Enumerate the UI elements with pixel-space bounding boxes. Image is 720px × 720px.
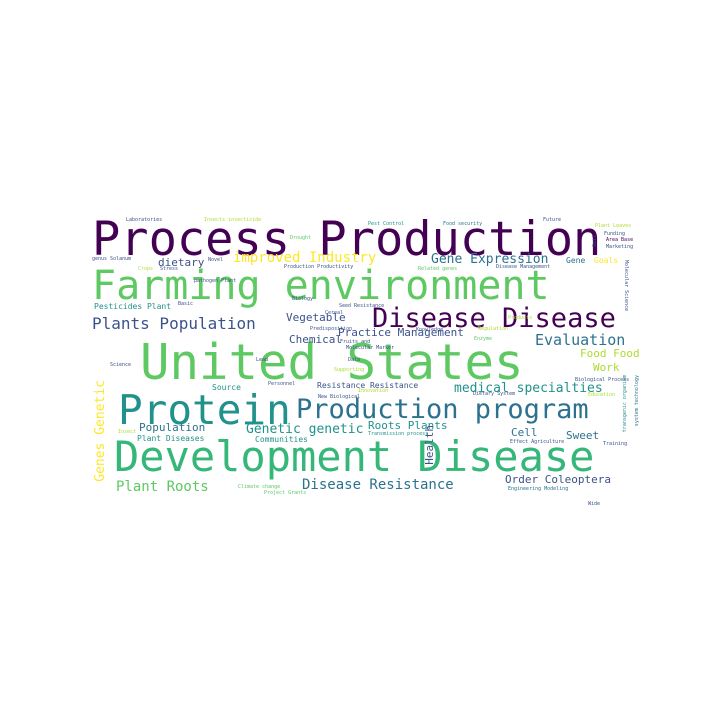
word-soil: Soil <box>592 235 598 248</box>
word-stress: Stress <box>160 266 179 272</box>
word-supporting: Supporting <box>334 367 365 373</box>
word-roots-plants: Roots Plants <box>368 419 448 432</box>
word-farming-environment: Farming environment <box>92 263 550 309</box>
word-food-security: Food security <box>443 221 483 227</box>
word-related-genes: Related genes <box>418 266 458 272</box>
word-evaluation: Evaluation <box>535 331 626 349</box>
word-production-productivity: Production Productivity <box>284 264 354 270</box>
word-united-states: United States <box>140 334 524 391</box>
word-chemical: Chemical <box>289 333 342 346</box>
word-genus-solanum: genus Solanum <box>92 256 132 262</box>
word-gene-expression: Gene Expression <box>431 252 549 267</box>
word-area-base: Area Base <box>606 237 634 243</box>
word-resistance-resistance: Resistance Resistance <box>317 381 419 390</box>
word-order-coleoptera: Order Coleoptera <box>505 473 611 486</box>
word-data: Data <box>348 357 361 363</box>
word-innovation: Innovation <box>358 388 389 394</box>
word-source: Source <box>212 383 241 392</box>
word-system-technology: system technology <box>634 375 640 427</box>
word-laboratories: Laboratories <box>126 217 163 223</box>
word-dietary: dietary <box>158 256 205 269</box>
word-cloud: Process Production Farming environment D… <box>88 210 643 510</box>
word-pesticides-plant: Pesticides Plant <box>94 302 172 311</box>
word-improved-industry: improved Industry <box>233 250 377 266</box>
word-seed-resistance: Seed Resistance <box>339 303 385 309</box>
word-dietary-system: Dietary System <box>473 391 516 397</box>
word-production-program: Production program <box>296 394 589 425</box>
word-vegetable: Vegetable <box>286 311 346 324</box>
word-food-food: Food Food <box>580 347 640 360</box>
word-genetic-genetic: Genetic genetic <box>246 422 364 437</box>
word-enzyme: Enzyme <box>474 336 493 342</box>
word-project-grants: Project Grants <box>264 490 307 496</box>
word-sweet: Sweet <box>566 429 600 442</box>
word-disease-resistance: Disease Resistance <box>302 477 454 493</box>
word-plant-diseases: Plant Diseases <box>137 434 205 443</box>
word-disease-disease: Disease Disease <box>372 303 616 334</box>
word-plant-leaves: Plant Leaves <box>595 223 632 229</box>
word-goals: Goals <box>594 256 619 265</box>
word-knowledge: Knowledge <box>416 327 444 333</box>
word-lead: Lead <box>256 357 269 363</box>
word-insect: Insect <box>118 429 137 435</box>
word-molecular-marker: Molecular Marker <box>346 345 395 351</box>
word-products: Products <box>508 315 533 321</box>
word-disease-management: Disease Management <box>496 264 551 270</box>
word-funding: Funding <box>604 231 626 237</box>
word-biology: Biology <box>292 296 314 302</box>
word-wide: Wide <box>588 501 601 507</box>
word-population: Population <box>139 421 206 434</box>
word-plants-population: Plants Population <box>92 314 256 333</box>
word-communities: Communities <box>255 435 308 444</box>
word-engineering-modeling: Engineering Modeling <box>508 486 569 492</box>
word-novel: Novel <box>208 257 224 263</box>
word-drought: Drought <box>290 235 312 241</box>
word-insects-insecticide: Insects insecticide <box>204 217 262 223</box>
word-transmission-process: Transmission process <box>368 431 429 437</box>
word-cereal: Cereal <box>325 310 344 316</box>
word-plant-roots: Plant Roots <box>116 479 209 495</box>
word-new-biological: New Biological <box>318 394 361 400</box>
word-science: Science <box>110 362 132 368</box>
word-pest-control: Pest Control <box>368 221 405 227</box>
word-personnel: Personnel <box>268 381 296 387</box>
word-medical-specialties: medical specialties <box>454 381 603 396</box>
word-protein: Protein <box>118 386 291 434</box>
word-fruits-and: Fruits and <box>340 339 371 345</box>
word-education: Education <box>588 392 616 398</box>
word-gene: Gene <box>566 256 586 265</box>
word-pathogen-plant: pathogen Plant <box>194 278 237 284</box>
word-climate-change: Climate change <box>238 484 281 490</box>
word-basic: Basic <box>178 301 194 307</box>
word-predisposition: Predisposition <box>310 326 353 332</box>
word-cell: Cell <box>511 426 538 439</box>
word-molecular-science: Molecular Science <box>623 260 629 312</box>
word-training: Training <box>603 441 628 447</box>
word-transgenic-organism: transgenic organism <box>622 375 628 433</box>
word-practice-management: Practice Management <box>338 326 464 339</box>
word-genes-genetic: Genes Genetic <box>93 380 108 482</box>
word-marketing: Marketing <box>606 244 634 250</box>
word-biological-process: Biological Process <box>575 377 630 383</box>
word-effect-agriculture: Effect Agriculture <box>510 439 565 445</box>
word-future: Future <box>543 217 562 223</box>
word-work: Work <box>593 361 620 374</box>
word-process-production: Process Production <box>92 212 602 267</box>
word-crops: Crops <box>138 266 154 272</box>
word-development-disease: Development Disease <box>114 432 595 481</box>
word-regulation: Regulation <box>478 326 509 332</box>
